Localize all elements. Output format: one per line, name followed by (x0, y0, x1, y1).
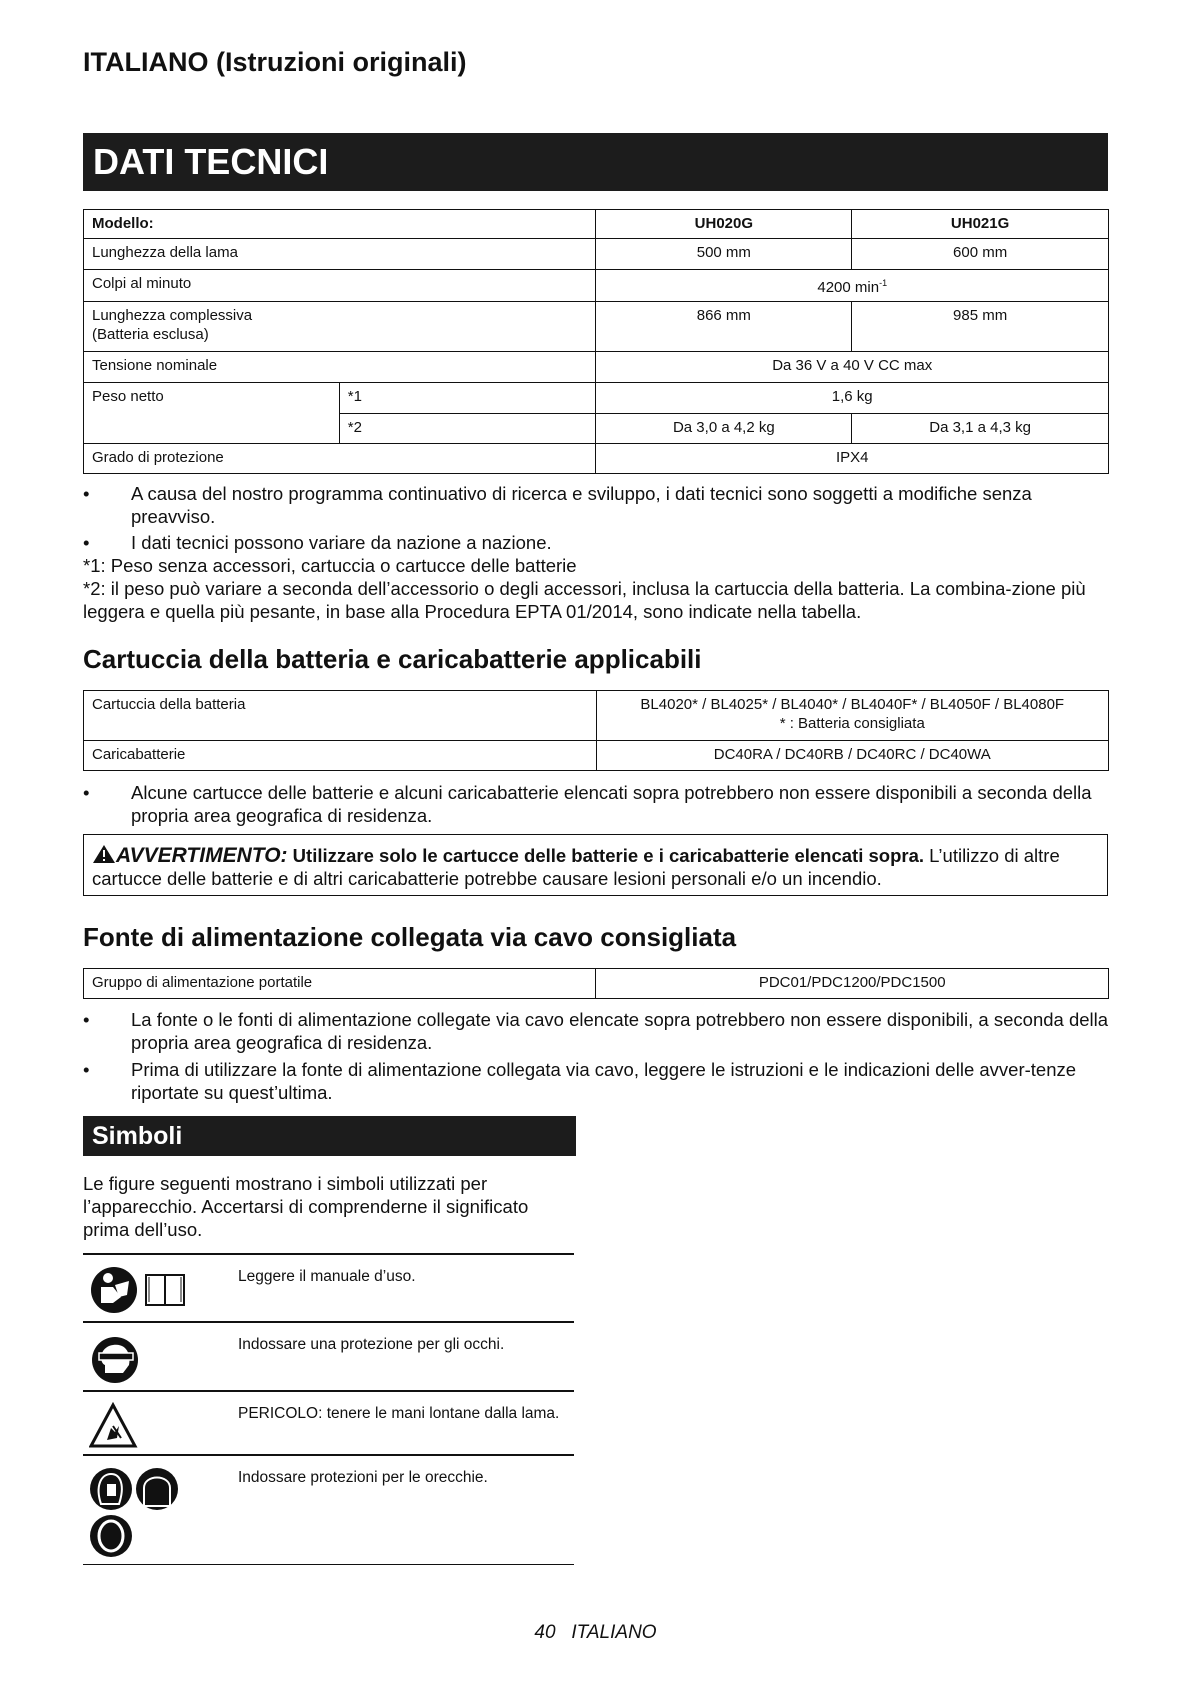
model-2: UH021G (851, 209, 1109, 239)
footnote-2: *2: il peso può variare a seconda dell’a… (83, 578, 1086, 622)
voltage-value: Da 36 V a 40 V CC max (595, 351, 1109, 383)
symbol-description: Indossare una protezione per gli occhi. (238, 1336, 505, 1353)
warning-label: AVVERTIMENTO: (116, 844, 288, 867)
overall-length-1: 866 mm (595, 301, 853, 352)
note-item: I dati tecnici possono variare da nazion… (83, 531, 1113, 554)
note-item: La fonte o le fonti di alimentazione col… (83, 1008, 1113, 1054)
hand-blade-danger-icon (89, 1402, 138, 1448)
charger-value: DC40RA / DC40RB / DC40RC / DC40WA (595, 740, 1109, 771)
warning-box: AVVERTIMENTO: Utilizzare solo le cartucc… (83, 834, 1108, 896)
note-item: Alcune cartucce delle batterie e alcuni … (83, 781, 1113, 827)
battery-heading: Cartuccia della batteria e caricabatteri… (83, 644, 702, 674)
specs-notes: A causa del nostro programma continuativ… (83, 482, 1113, 623)
note-item: A causa del nostro programma continuativ… (83, 482, 1113, 528)
power-heading: Fonte di alimentazione collegata via cav… (83, 922, 737, 952)
eye-protection-icon (92, 1337, 138, 1383)
blade-length-2: 600 mm (851, 238, 1109, 270)
symbols-intro: Le figure seguenti mostrano i simboli ut… (83, 1173, 529, 1240)
symbol-row: Indossare protezioni per le orecchie. (83, 1454, 574, 1565)
strokes-number: 4200 min (817, 279, 880, 296)
strokes-value: 4200 min-1 (595, 269, 1109, 302)
warning-text: L’utilizzo di altre cartucce delle batte… (92, 845, 1060, 889)
symbol-row: Leggere il manuale d’uso. (83, 1253, 574, 1323)
footer-language: ITALIANO (571, 1622, 657, 1643)
read-manual-icon (91, 1267, 185, 1313)
cartridge-note: * : Batteria consigliata (779, 715, 925, 732)
ear-protection-icon (90, 1468, 178, 1557)
protection-label: Grado di protezione (82, 443, 597, 474)
net-weight-2-model1: Da 3,0 a 4,2 kg (595, 413, 853, 444)
overall-length-label: Lunghezza complessiva (Batteria esclusa) (82, 301, 597, 352)
overall-length-line1: Lunghezza complessiva (92, 307, 253, 324)
power-notes: La fonte o le fonti di alimentazione col… (83, 1008, 1113, 1104)
cartridge-label: Cartuccia della batteria (83, 690, 597, 741)
symbol-description: Indossare protezioni per le orecchie. (238, 1469, 488, 1486)
strokes-label: Colpi al minuto (82, 269, 597, 302)
voltage-label: Tensione nominale (82, 351, 597, 383)
symbol-row: PERICOLO: tenere le mani lontane dalla l… (83, 1390, 574, 1456)
power-label: Gruppo di alimentazione portatile (82, 968, 597, 999)
note-item: Prima di utilizzare la fonte di alimenta… (83, 1058, 1113, 1104)
battery-notes: Alcune cartucce delle batterie e alcuni … (83, 781, 1113, 827)
symbol-description: Leggere il manuale d’uso. (238, 1268, 416, 1285)
power-value: PDC01/PDC1200/PDC1500 (595, 968, 1109, 999)
blade-length-label: Lunghezza della lama (82, 238, 597, 270)
symbol-description: PERICOLO: tenere le mani lontane dalla l… (238, 1405, 560, 1422)
net-weight-sub2: *2 (338, 413, 597, 444)
net-weight-label: Peso netto (83, 382, 340, 444)
cartridge-models: BL4020* / BL4025* / BL4040* / BL4040F* /… (640, 696, 1065, 713)
net-weight-sub1: *1 (338, 382, 597, 414)
net-weight-2-model2: Da 3,1 a 4,3 kg (851, 413, 1109, 444)
warning-bold: Utilizzare solo le cartucce delle batter… (292, 845, 925, 866)
overall-length-2: 985 mm (851, 301, 1109, 352)
warning-icon (93, 845, 115, 863)
net-weight-value1: 1,6 kg (595, 382, 1109, 414)
section-title-symbols: Simboli (83, 1116, 576, 1156)
page-number: 40 (534, 1622, 556, 1643)
power-table: Gruppo di alimentazione portatile PDC01/P… (82, 968, 1109, 999)
strokes-sup: -1 (879, 278, 888, 288)
symbol-row: Indossare una protezione per gli occhi. (83, 1321, 574, 1392)
blade-length-1: 500 mm (595, 238, 853, 270)
cartridge-value: BL4020* / BL4025* / BL4040* / BL4040F* /… (595, 690, 1109, 741)
protection-value: IPX4 (595, 443, 1109, 474)
battery-table: Cartuccia della batteria BL4020* / BL4025… (83, 690, 1109, 771)
language-title: ITALIANO (Istruzioni originali) (83, 47, 467, 77)
model-label: Modello: (82, 209, 597, 239)
page-footer: 40 ITALIANO (0, 1622, 1191, 1644)
footnote-1: *1: Peso senza accessori, cartuccia o ca… (83, 555, 577, 576)
section-title-specs: DATI TECNICI (83, 133, 1108, 191)
overall-length-line2: (Batteria esclusa) (92, 326, 209, 343)
charger-label: Caricabatterie (83, 740, 597, 771)
model-1: UH020G (595, 209, 853, 239)
specs-table: Modello: UH020G UH021G Lunghezza della lam… (82, 209, 1109, 474)
